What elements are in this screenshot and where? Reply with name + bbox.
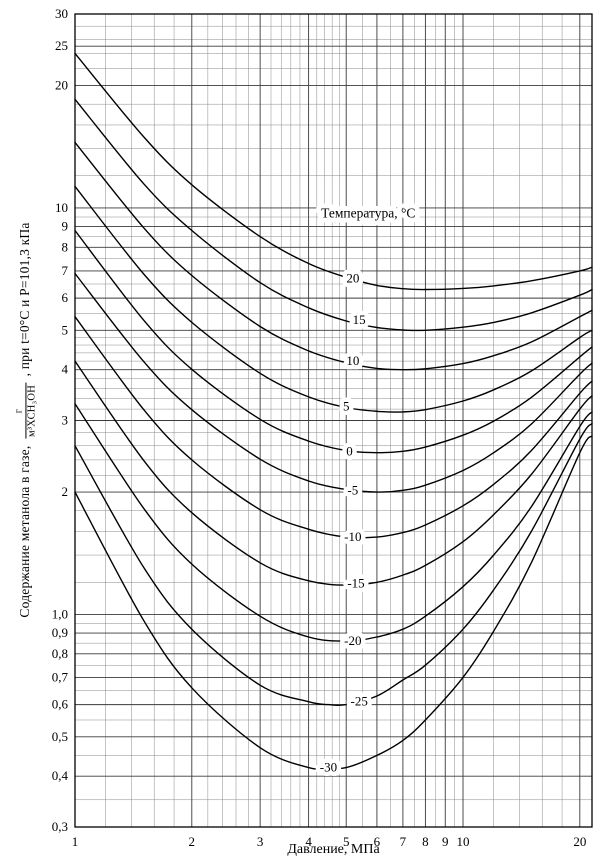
curve-label-10: 10 bbox=[346, 353, 359, 368]
y-tick-label: 20 bbox=[55, 78, 68, 93]
curve-5 bbox=[74, 185, 593, 413]
curve--10 bbox=[74, 316, 593, 539]
x-tick-label: 1 bbox=[72, 834, 79, 849]
x-tick-label: 4 bbox=[305, 834, 312, 849]
curve-15 bbox=[74, 98, 593, 332]
y-tick-label: 8 bbox=[62, 239, 69, 254]
curve--20 bbox=[74, 403, 593, 642]
legend-title: Температура, °С bbox=[321, 205, 415, 220]
curve--30 bbox=[74, 435, 593, 770]
curve-label-0: 0 bbox=[346, 443, 353, 458]
x-tick-label: 5 bbox=[343, 834, 350, 849]
y-tick-label: 4 bbox=[62, 362, 69, 377]
y-tick-label: 0,8 bbox=[52, 646, 68, 661]
x-tick-label: 8 bbox=[422, 834, 429, 849]
curve-0 bbox=[74, 229, 593, 454]
y-axis-title-suffix: , при t=0°C и P=101,3 кПа bbox=[17, 222, 33, 377]
x-tick-label: 2 bbox=[189, 834, 196, 849]
curve-label--5: -5 bbox=[347, 482, 358, 497]
curve-20 bbox=[74, 52, 593, 291]
y-tick-label: 0,6 bbox=[52, 697, 69, 712]
y-tick-label: 6 bbox=[62, 290, 69, 305]
x-tick-label: 3 bbox=[257, 834, 264, 849]
x-tick-label: 20 bbox=[573, 834, 586, 849]
curve-label-5: 5 bbox=[343, 398, 350, 413]
curve--15 bbox=[74, 360, 593, 586]
y-tick-label: 10 bbox=[55, 200, 68, 215]
curve-label--15: -15 bbox=[347, 576, 364, 591]
y-tick-label: 0,5 bbox=[52, 729, 68, 744]
x-tick-label: 6 bbox=[374, 834, 381, 849]
curve-label--25: -25 bbox=[351, 694, 368, 709]
curve-label--10: -10 bbox=[344, 529, 361, 544]
curve-label--20: -20 bbox=[344, 633, 361, 648]
y-tick-label: 3 bbox=[62, 413, 69, 428]
y-axis-title-prefix: Содержание метанола в газе, bbox=[17, 445, 33, 618]
curve-label--30: -30 bbox=[320, 760, 337, 775]
x-tick-label: 7 bbox=[400, 834, 407, 849]
y-axis-title: Содержание метанола в газе, г м³ХСН₃ОН ,… bbox=[13, 222, 39, 618]
x-tick-label: 10 bbox=[457, 834, 470, 849]
y-tick-label: 0,7 bbox=[52, 669, 69, 684]
x-tick-label: 9 bbox=[442, 834, 449, 849]
y-axis-unit-denominator: м³ХСН₃ОН bbox=[25, 383, 39, 440]
curve-label-15: 15 bbox=[353, 312, 366, 327]
curve--25 bbox=[74, 422, 593, 707]
y-tick-label: 2 bbox=[62, 484, 69, 499]
y-tick-label: 7 bbox=[62, 263, 69, 278]
y-tick-label: 0,4 bbox=[52, 768, 69, 783]
y-tick-label: 0,3 bbox=[52, 819, 68, 834]
y-tick-label: 5 bbox=[62, 322, 69, 337]
y-tick-label: 30 bbox=[55, 6, 68, 21]
y-tick-label: 25 bbox=[55, 38, 68, 53]
curve-10 bbox=[74, 141, 593, 371]
curve--5 bbox=[74, 272, 593, 493]
y-axis-unit-numerator: г bbox=[13, 408, 25, 414]
x-axis-title: Давление, МПа bbox=[287, 842, 380, 857]
y-tick-label: 9 bbox=[62, 219, 69, 234]
y-tick-label: 0,9 bbox=[52, 625, 68, 640]
plot-border bbox=[74, 13, 593, 828]
y-axis-unit-fraction: г м³ХСН₃ОН bbox=[13, 383, 39, 440]
y-tick-label: 1,0 bbox=[52, 606, 68, 621]
curve-label-20: 20 bbox=[346, 271, 359, 286]
